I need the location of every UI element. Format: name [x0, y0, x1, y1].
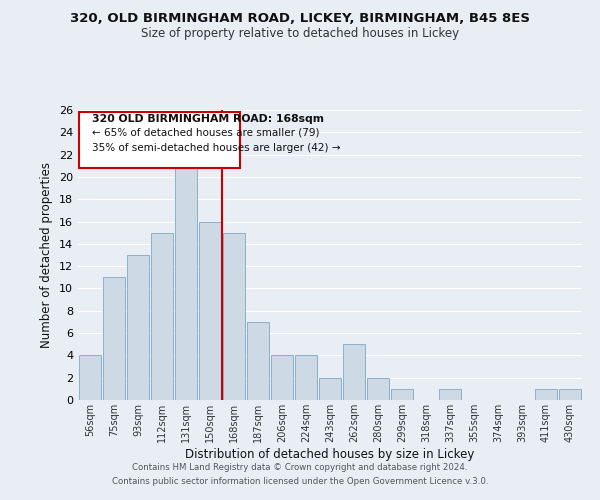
Bar	[439, 389, 461, 400]
Bar	[223, 232, 245, 400]
FancyBboxPatch shape	[79, 112, 240, 168]
Bar	[151, 232, 173, 400]
Text: 320 OLD BIRMINGHAM ROAD: 168sqm: 320 OLD BIRMINGHAM ROAD: 168sqm	[92, 114, 325, 124]
Bar	[127, 255, 149, 400]
Bar	[295, 356, 317, 400]
Bar	[367, 378, 389, 400]
Bar	[391, 389, 413, 400]
Bar	[247, 322, 269, 400]
Bar	[535, 389, 557, 400]
X-axis label: Distribution of detached houses by size in Lickey: Distribution of detached houses by size …	[185, 448, 475, 460]
Bar	[319, 378, 341, 400]
Bar	[271, 356, 293, 400]
Y-axis label: Number of detached properties: Number of detached properties	[40, 162, 53, 348]
Bar	[103, 278, 125, 400]
Bar	[175, 166, 197, 400]
Text: Contains public sector information licensed under the Open Government Licence v.: Contains public sector information licen…	[112, 477, 488, 486]
Text: 320, OLD BIRMINGHAM ROAD, LICKEY, BIRMINGHAM, B45 8ES: 320, OLD BIRMINGHAM ROAD, LICKEY, BIRMIN…	[70, 12, 530, 26]
Bar	[79, 356, 101, 400]
Text: Contains HM Land Registry data © Crown copyright and database right 2024.: Contains HM Land Registry data © Crown c…	[132, 464, 468, 472]
Bar	[343, 344, 365, 400]
Bar	[199, 222, 221, 400]
Text: 35% of semi-detached houses are larger (42) →: 35% of semi-detached houses are larger (…	[92, 144, 341, 154]
Bar	[559, 389, 581, 400]
Text: Size of property relative to detached houses in Lickey: Size of property relative to detached ho…	[141, 28, 459, 40]
Text: ← 65% of detached houses are smaller (79): ← 65% of detached houses are smaller (79…	[92, 128, 320, 138]
